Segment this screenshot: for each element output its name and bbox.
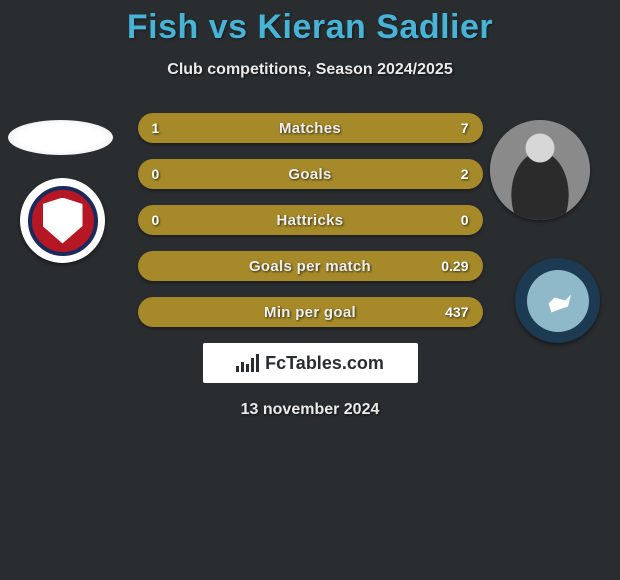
stats-container: 1 Matches 7 0 Goals 2 0 Hattricks 0 Goal… [0, 113, 620, 327]
brand-badge: FcTables.com [203, 343, 418, 383]
stat-row: 1 Matches 7 [138, 113, 483, 143]
stat-left-value: 0 [138, 166, 188, 182]
stat-label: Hattricks [188, 212, 433, 229]
stat-left-value: 0 [138, 212, 188, 228]
stat-right-value: 2 [433, 166, 483, 182]
subtitle: Club competitions, Season 2024/2025 [0, 61, 620, 79]
date-text: 13 november 2024 [0, 401, 620, 419]
brand-text: FcTables.com [265, 353, 384, 374]
stat-right-value: 7 [433, 120, 483, 136]
stat-label: Goals [188, 166, 433, 183]
stat-label: Matches [188, 120, 433, 137]
stat-row: 0 Goals 2 [138, 159, 483, 189]
bars-icon [236, 354, 259, 372]
stat-label: Goals per match [188, 258, 433, 275]
stat-right-value: 0 [433, 212, 483, 228]
stat-right-value: 0.29 [433, 258, 483, 274]
stat-left-value: 1 [138, 120, 188, 136]
stat-row: 0 Hattricks 0 [138, 205, 483, 235]
stat-label: Min per goal [188, 304, 433, 321]
stat-row: Min per goal 437 [138, 297, 483, 327]
stat-row: Goals per match 0.29 [138, 251, 483, 281]
page-title: Fish vs Kieran Sadlier [0, 0, 620, 47]
stat-right-value: 437 [433, 304, 483, 320]
